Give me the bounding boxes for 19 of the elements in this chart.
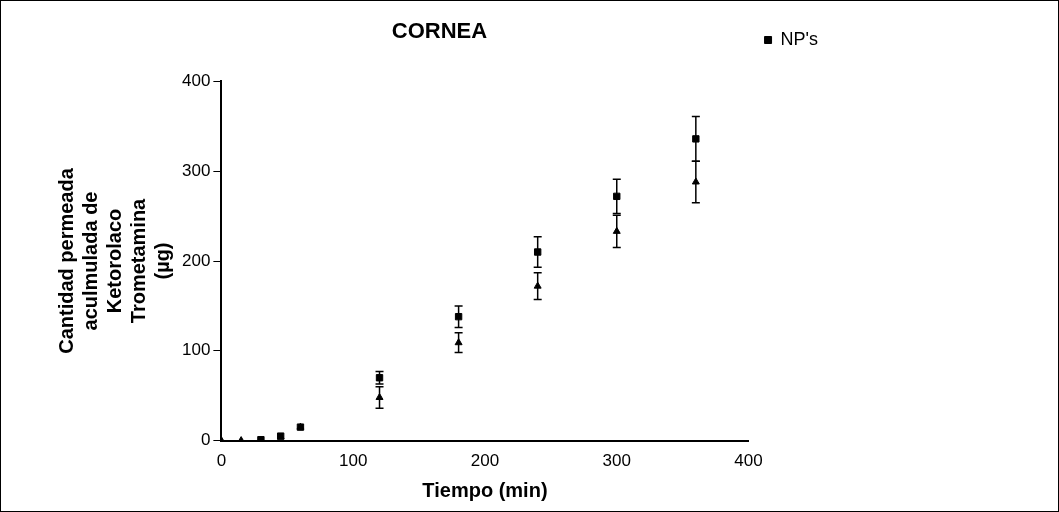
- y-tick-label: 300: [181, 160, 211, 180]
- point: [454, 312, 463, 321]
- chart-title: CORNEA: [391, 18, 488, 44]
- point: [533, 281, 542, 289]
- point: [692, 135, 700, 143]
- x-tick-label: 300: [602, 451, 631, 471]
- y-tick-label: 0: [200, 430, 211, 450]
- x-tick-label: 0: [216, 451, 227, 471]
- y-axis-title: Cantidad permeada aculmulada de Ketorolaco Trometamina (µg): [54, 167, 173, 354]
- x-axis-title: Tiempo (min): [422, 478, 548, 501]
- y-tick-label: 200: [181, 250, 211, 270]
- x-tick-label: 200: [470, 451, 500, 471]
- x-tick-label: 100: [338, 451, 368, 471]
- point: [375, 393, 384, 400]
- x-tick-label: 400: [734, 451, 763, 471]
- point: [534, 248, 542, 256]
- legend-label: NP's: [780, 28, 819, 49]
- y-tick-label: 100: [181, 340, 211, 360]
- y-tick-label: 400: [181, 71, 211, 91]
